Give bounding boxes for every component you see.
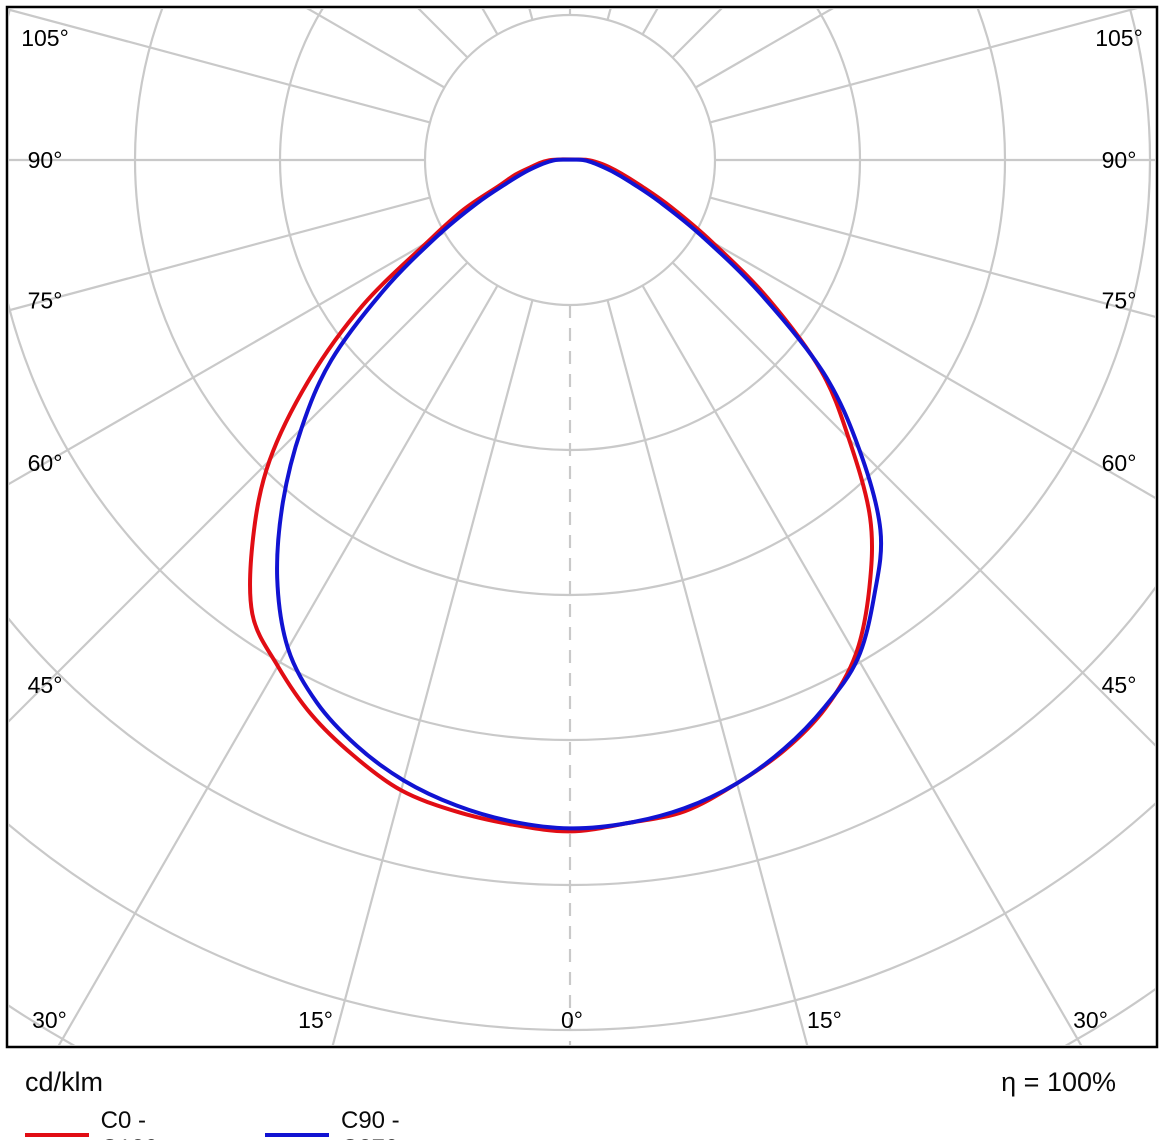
angle-tick-label: 15°	[298, 1007, 333, 1033]
angle-tick-label: 30°	[32, 1007, 67, 1033]
grid-radial	[695, 231, 1155, 500]
grid-ring	[9, 586, 1155, 886]
grid-radial	[331, 299, 534, 1045]
chart-footer: cd/klm η = 100% C0 - C180 C90 - C270	[0, 1057, 1164, 1140]
grid-radial	[671, 261, 1155, 747]
angle-tick-label: 45°	[28, 672, 63, 698]
angle-tick-label: 105°	[1095, 25, 1143, 51]
grid-radial	[709, 196, 1155, 318]
angle-tick-label: 60°	[28, 450, 63, 476]
legend-swatch-blue-line	[265, 1133, 329, 1137]
angle-tick-label: 30°	[1073, 1007, 1108, 1033]
grid-ring	[9, 9, 1151, 741]
angle-tick-label: 75°	[1102, 288, 1137, 314]
grid-radial	[9, 196, 431, 312]
grid-radial	[9, 9, 431, 124]
grid-radial	[709, 9, 1138, 124]
polar-grid	[9, 9, 1155, 1045]
angle-tick-label: 75°	[28, 288, 63, 314]
grid-radial	[641, 285, 1083, 1045]
legend: C0 - C180 C90 - C270	[25, 1107, 463, 1140]
grid-radial	[9, 231, 445, 486]
angle-tick-label: 60°	[1102, 450, 1137, 476]
angle-tick-label: 90°	[1102, 147, 1137, 173]
angle-tick-label: 15°	[807, 1007, 842, 1033]
angle-tick-label: 0°	[561, 1007, 583, 1033]
grid-radial	[481, 9, 499, 35]
chart-frame	[5, 5, 1159, 1049]
polar-chart: 105° 90° 75° 60° 45° 30° 15° 0° 15° 30° 45° 60° 75° 9…	[5, 5, 1159, 1049]
grid-radial	[606, 299, 809, 1045]
legend-label-c90-c270: C90 - C270	[340, 1107, 400, 1140]
grid-radial	[641, 9, 659, 35]
efficiency-label: η = 100%	[1001, 1067, 1116, 1097]
legend-swatch-red-line	[25, 1133, 89, 1137]
grid-ring	[9, 802, 1155, 1031]
legend-label-c0-c180: C0 - C180	[100, 1107, 158, 1140]
angle-tick-label: 90°	[28, 147, 63, 173]
units-label: cd/klm	[25, 1067, 104, 1097]
grid-radial	[57, 285, 499, 1045]
grid-radial	[417, 9, 469, 59]
grid-radial	[695, 9, 834, 89]
legend-item-c0-c180: C0 - C180	[25, 1107, 209, 1140]
legend-item-c90-c270: C90 - C270	[265, 1107, 463, 1140]
grid-radial	[9, 261, 469, 723]
grid-radial	[671, 9, 723, 59]
curve-C0-C180	[247, 157, 874, 834]
angle-tick-label: 105°	[21, 25, 69, 51]
curve-C90-C270	[275, 157, 884, 831]
angle-tick-label: 45°	[1102, 672, 1137, 698]
